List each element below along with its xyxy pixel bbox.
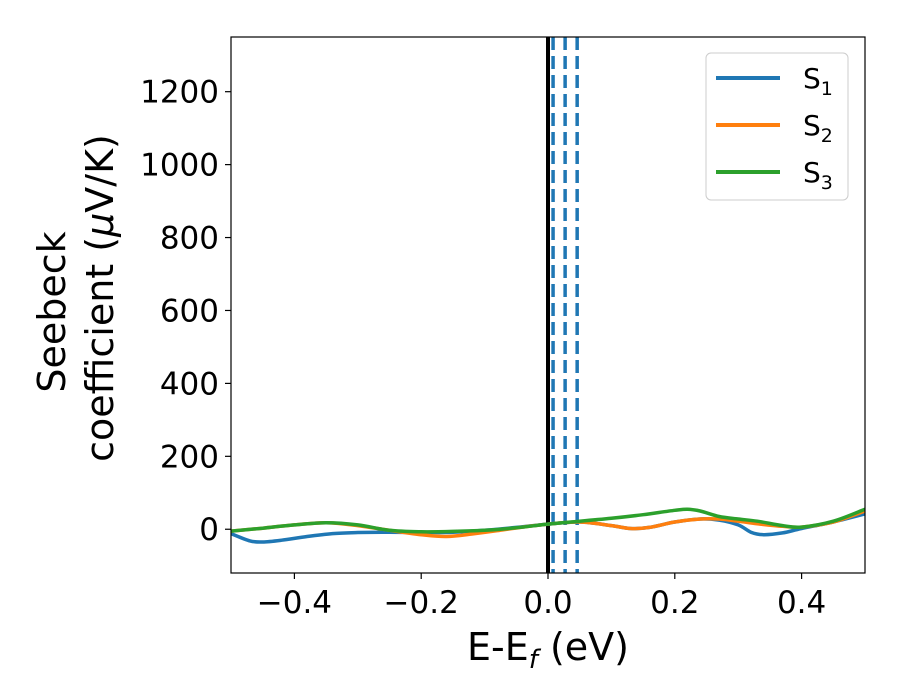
y-axis-label-mu: μ [78, 213, 122, 238]
y-tick-label: 400 [160, 366, 219, 402]
y-axis-label-line1: Seebeck [30, 231, 74, 392]
y-tick-label: 200 [160, 439, 219, 475]
x-tick-label: 0.0 [523, 585, 572, 621]
legend-label-s3: S3 [803, 156, 833, 194]
x-tick-label: 0.2 [650, 585, 699, 621]
y-axis-ticks: 0 200 400 600 800 1000 1200 [140, 75, 231, 548]
series-lines [231, 507, 865, 544]
y-axis-label-suffix: V/K) [78, 134, 122, 213]
x-axis-label-main: E-E [467, 625, 529, 669]
x-axis-label: E-Ef (eV) [467, 625, 629, 675]
plot-area [230, 36, 866, 574]
reference-lines [546, 37, 579, 573]
y-tick-label: 600 [160, 293, 219, 329]
x-axis-ticks: −0.4 −0.2 0.0 0.2 0.4 [257, 573, 826, 621]
y-tick-label: 0 [199, 512, 219, 548]
y-tick-label: 1200 [140, 75, 219, 111]
y-axis-label-prefix: coefficient ( [78, 237, 122, 462]
x-tick-label: −0.2 [384, 585, 459, 621]
x-tick-label: −0.4 [257, 585, 332, 621]
y-tick-label: 800 [160, 221, 219, 257]
x-tick-label: 0.4 [777, 585, 826, 621]
legend-label-s2: S2 [803, 109, 833, 147]
y-axis-label-line2: coefficient (μV/K) [78, 134, 122, 462]
series-line-s3 [231, 507, 865, 534]
legend-label-s1: S1 [803, 62, 833, 100]
y-tick-label: 1000 [140, 148, 219, 184]
legend: S1 S2 S3 [705, 52, 849, 201]
x-axis-label-unit: (eV) [538, 625, 629, 669]
